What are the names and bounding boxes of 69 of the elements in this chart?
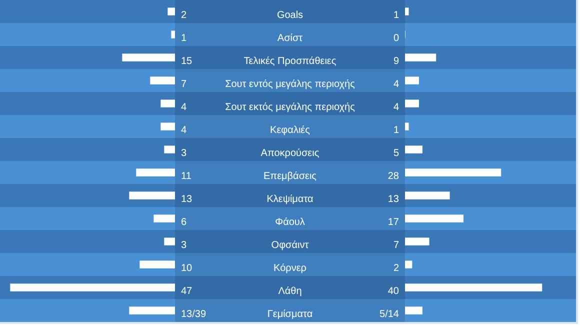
bar (168, 8, 175, 16)
data-label: 2 (393, 263, 399, 274)
y-tick-label: Κλεψίματα (266, 194, 314, 205)
bar (405, 214, 464, 222)
bar (160, 122, 175, 130)
data-label: 40 (388, 286, 399, 297)
y-tick-label: Λάθη (278, 286, 302, 297)
bar (405, 122, 409, 130)
bar (129, 192, 175, 200)
bar (171, 30, 175, 38)
bar (160, 100, 175, 108)
bar (405, 146, 422, 154)
bar (405, 306, 422, 314)
data-label: 47 (181, 286, 192, 297)
y-tick-label: Φάουλ (275, 217, 305, 228)
y-tick-label: Ασίστ (277, 33, 303, 44)
bar (405, 54, 436, 62)
y-tick-label: Τελικές Προσπάθειες (244, 56, 336, 67)
data-label: 11 (181, 171, 192, 182)
bar (405, 284, 542, 292)
bar (122, 54, 175, 62)
data-label: 4 (393, 102, 399, 113)
data-label: 10 (181, 263, 192, 274)
data-label: 4 (181, 102, 187, 113)
bar (154, 214, 175, 222)
bar (140, 260, 175, 268)
bar (405, 100, 420, 108)
data-label: 13 (181, 194, 192, 205)
data-label: 4 (181, 125, 187, 136)
y-tick-label: Κόρνερ (274, 263, 306, 274)
y-tick-label: Γεμίσματα (267, 309, 313, 320)
data-label: 1 (181, 33, 187, 44)
data-label: 2 (181, 10, 187, 21)
bar (405, 76, 420, 84)
data-label: 7 (393, 240, 399, 251)
data-label: 9 (393, 56, 399, 67)
data-label: 3 (181, 240, 187, 251)
data-label: 5 (393, 148, 399, 159)
data-label: 17 (388, 217, 399, 228)
bar (405, 8, 409, 16)
data-label: 15 (181, 56, 192, 67)
y-tick-label: Σουτ εκτός μεγάλης περιοχής (225, 102, 355, 113)
data-label: 4 (393, 79, 399, 90)
data-label: 6 (181, 217, 187, 228)
data-label: 3 (181, 148, 187, 159)
y-tick-label: Goals (276, 10, 304, 21)
bar (405, 192, 450, 200)
y-tick-label: Κεφαλιές (270, 125, 310, 136)
bar (150, 76, 175, 84)
y-tick-label: Σουτ εντός μεγάλης περιοχής (225, 79, 355, 90)
bar (10, 284, 175, 292)
bar (164, 146, 175, 154)
data-label: 7 (181, 79, 187, 90)
y-tick-label: Οφσάιντ (271, 240, 309, 251)
data-label: 1 (393, 10, 399, 21)
data-label: 28 (388, 171, 399, 182)
data-label: 5/14 (380, 309, 399, 320)
bar (405, 260, 412, 268)
y-tick-label: Επεμβάσεις (264, 171, 316, 182)
data-label: 13/39 (181, 309, 206, 320)
bar (405, 238, 430, 246)
y-tick-label: Αποκρούσεις (260, 148, 320, 159)
bar (129, 306, 175, 314)
data-label: 1 (393, 125, 399, 136)
data-label: 13 (388, 194, 399, 205)
bar (164, 238, 175, 246)
bar (405, 168, 502, 176)
bar (136, 168, 175, 176)
data-label: 0 (393, 33, 399, 44)
